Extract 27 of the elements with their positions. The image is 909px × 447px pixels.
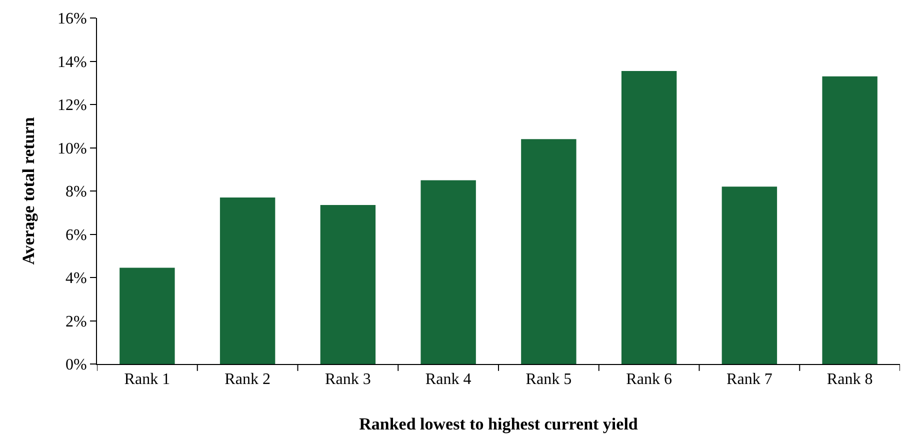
y-tick-label: 4% xyxy=(65,270,87,288)
y-tick-label: 12% xyxy=(57,97,87,114)
y-tick-label: 2% xyxy=(65,313,87,330)
bar xyxy=(521,139,576,364)
x-tick-label: Rank 3 xyxy=(325,371,371,388)
bar xyxy=(722,186,778,364)
bar xyxy=(220,197,276,364)
bar xyxy=(822,76,878,364)
x-tick-label: Rank 2 xyxy=(224,371,270,388)
y-axis-title: Average total return xyxy=(19,116,38,265)
y-tick-label: 8% xyxy=(65,184,87,201)
x-tick-label: Rank 6 xyxy=(626,371,672,388)
bar xyxy=(320,205,376,364)
x-tick-label: Rank 7 xyxy=(726,371,772,388)
x-axis-title: Ranked lowest to highest current yield xyxy=(359,414,638,434)
x-tick-label: Rank 5 xyxy=(526,371,572,388)
y-tick-label: 14% xyxy=(57,54,87,71)
x-tick-label: Rank 8 xyxy=(826,371,873,388)
y-tick-label: 0% xyxy=(65,356,87,374)
y-tick-label: 16% xyxy=(57,10,87,28)
x-tick-label: Rank 4 xyxy=(425,371,472,388)
bar xyxy=(420,180,476,364)
x-tick-label: Rank 1 xyxy=(124,371,170,388)
y-tick-label: 6% xyxy=(65,226,87,244)
y-tick-label: 10% xyxy=(57,140,87,158)
bar xyxy=(120,268,175,364)
bar xyxy=(621,70,677,364)
